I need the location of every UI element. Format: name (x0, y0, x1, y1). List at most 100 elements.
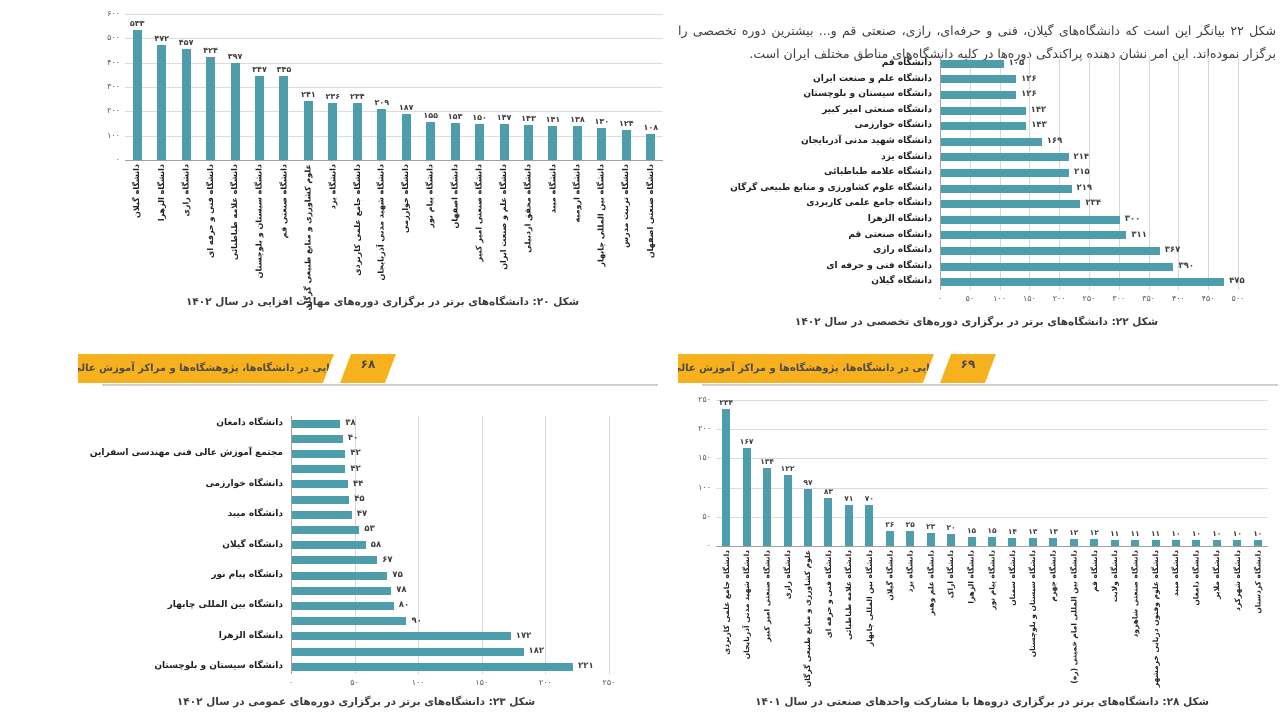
y-axis-tick-label: ۵۰ (702, 511, 711, 521)
category-label: علوم کشاورزی و منابع طبیعی گرگان (303, 164, 313, 311)
category-label: دانشگاه گیلان (885, 550, 895, 601)
value-label: ۱۳۴ (760, 456, 774, 466)
value-label: ۱۴۳ (1031, 120, 1047, 131)
value-label: ۵۳۳ (129, 19, 145, 29)
category-label: دانشگاه پیام نور (425, 164, 435, 228)
value-label: ۶۷ (382, 554, 393, 565)
bar (742, 448, 751, 546)
value-label: ۱۲۲ (780, 463, 795, 473)
x-axis-tick-label: ۱۵۰ (1022, 294, 1036, 303)
value-label: ۲۳۴ (1085, 198, 1102, 209)
value-label: ۲۱۹ (1076, 182, 1093, 193)
value-label: ۱۶۷ (739, 437, 754, 447)
gridline (545, 416, 547, 675)
x-axis-tick-label: ۱۵۰ (475, 678, 489, 688)
category-label: دانشگاه جامع علمی کاربردی (352, 164, 362, 276)
value-label: ۲۱۵ (1074, 167, 1090, 178)
gridline (1089, 56, 1090, 290)
category-label: دانشگاه یزد (881, 151, 932, 162)
category-label: دانشگاه ملایر (1212, 550, 1222, 599)
bar (1090, 538, 1099, 546)
bar (292, 419, 341, 428)
bar (941, 59, 1004, 68)
bar (926, 532, 935, 546)
category-label: دانشگاه شهرکرد (1232, 550, 1242, 611)
value-label: ۴۵۷ (178, 37, 194, 47)
value-label: ۱۵۵ (423, 111, 438, 121)
value-label: ۴۷ (356, 509, 368, 520)
plot-area (125, 14, 663, 161)
page-number: ۶۹ (940, 354, 996, 383)
category-label: دانشگاه صنعتی اصفهان (645, 164, 655, 259)
bar (1253, 540, 1262, 546)
category-label: دانشگاه الزهرا (867, 214, 932, 224)
value-label: ۲۰۹ (374, 98, 390, 108)
x-axis-tick-label: ۲۰۰ (1052, 294, 1066, 303)
bar (1172, 540, 1180, 546)
value-label: ۴۴ (352, 478, 364, 489)
value-label: ۱۸۲ (528, 646, 545, 656)
category-label: دانشگاه الزهرا (156, 164, 166, 222)
bar (292, 632, 511, 641)
x-axis-tick-label: ۵۰۰ (1231, 294, 1245, 303)
bar (524, 125, 533, 160)
category-label: دانشگاه صنعتی قم (848, 229, 932, 240)
category-label: دانشگاه ارومیه (572, 164, 582, 223)
bar (941, 278, 1225, 287)
x-axis-tick-label: ۴۵۰ (1201, 294, 1215, 303)
x-axis-tick-label: ۳۰۰ (1112, 294, 1126, 303)
value-label: ۲۳ (926, 521, 936, 531)
bar (292, 450, 346, 458)
value-label: ۲۴۱ (301, 90, 316, 100)
intro-paragraph: شکل ۲۲ بیانگر این است که دانشگاه‌های گیل… (678, 22, 1276, 61)
bar (941, 169, 1070, 177)
value-label: ۲۳۴ (719, 398, 734, 408)
category-label: دانشگاه بین المللی چابهار (864, 550, 874, 647)
category-label: دانشگاه پیام نور (211, 570, 283, 580)
bar (1212, 540, 1221, 546)
category-label: دانشگاه علم وهنر (926, 550, 936, 616)
category-label: دانشگاه علامه طباطبائی (230, 164, 240, 260)
bar (499, 124, 509, 160)
value-label: ۸۳ (823, 486, 834, 496)
bar (941, 106, 1026, 115)
bar (1110, 539, 1119, 546)
category-label: دانشگاه علم و صنعت ایران (813, 73, 932, 84)
category-label: دانشگاه بین المللی امام خمینی (ره) (1069, 550, 1079, 684)
category-label: دانشگاه میبد (547, 164, 557, 214)
y-axis-tick-label: ۶۰۰ (107, 9, 120, 18)
value-label: ۱۲ (1069, 527, 1079, 537)
category-label: دانشگاه قم (1089, 550, 1099, 592)
value-label: ۲۶ (885, 519, 895, 529)
category-label: دانشگاه قم (881, 58, 932, 68)
bar (646, 133, 656, 160)
value-label: ۱۰ (1232, 529, 1242, 539)
value-label: ۱۵ (987, 526, 997, 536)
value-label: ۱۳ (1048, 527, 1058, 537)
category-label: دانشگاه سیستان و بلوچستان (254, 164, 264, 279)
category-label: دانشگاه جهرم (1048, 550, 1058, 602)
bar (548, 125, 558, 160)
value-label: ۴۲ (350, 448, 361, 459)
y-axis-tick-label: ۰ (706, 541, 711, 550)
category-label: دانشگاه شهید مدنی آذربایجان (800, 136, 932, 146)
category-label: دانشگاه یزد (327, 164, 337, 210)
category-label: دانشگاه صنعتی شاهرود (1130, 550, 1140, 638)
bar (763, 467, 772, 546)
y-axis-tick-label: ۰ (115, 155, 120, 164)
category-label: مجتمع آموزش عالی فنی مهندسی اسفراین (89, 448, 283, 459)
value-label: ۵۳ (364, 524, 375, 535)
value-label: ۱۰ (1212, 529, 1222, 539)
value-label: ۱۴۳ (521, 114, 536, 124)
category-label: دانشگاه صنعتی امیر کبیر (474, 164, 484, 262)
category-label: دانشگاه بین المللی چابهار (596, 164, 606, 267)
category-label: دانشگاه الزهرا (967, 550, 977, 604)
bar (941, 153, 1069, 162)
x-axis-tick-label: ۱۰۰ (411, 678, 425, 688)
value-label: ۹۰ (411, 615, 422, 626)
bar (941, 137, 1042, 146)
x-axis-tick-label: ۳۵۰ (1142, 294, 1156, 303)
bar (941, 200, 1081, 209)
bar (947, 534, 956, 546)
gridline (125, 87, 663, 88)
